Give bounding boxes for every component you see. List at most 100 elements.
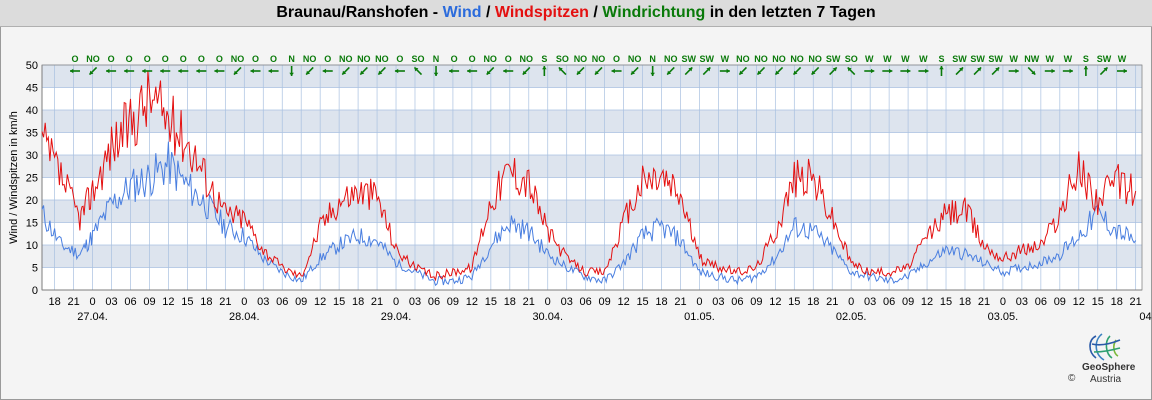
x-tick-label: 0 (393, 296, 399, 308)
x-tick-label: 18 (200, 296, 212, 308)
direction-label: SW (1097, 54, 1112, 64)
x-tick-label: 12 (617, 296, 629, 308)
x-tick-label: 15 (333, 296, 345, 308)
direction-arrowhead (289, 72, 294, 76)
x-tick-label: 06 (428, 296, 440, 308)
x-tick-label: 03 (409, 296, 421, 308)
x-tick-label: 09 (1054, 296, 1066, 308)
direction-label: SW (826, 54, 841, 64)
direction-arrowhead (449, 68, 453, 74)
direction-label: W (1064, 54, 1073, 64)
direction-label: N (649, 54, 656, 64)
direction-arrowhead (378, 70, 383, 75)
direction-arrowhead (486, 70, 491, 75)
direction-label: NO (628, 54, 642, 64)
direction-label: O (396, 54, 403, 64)
title-gust: Windspitzen (494, 4, 589, 21)
direction-arrowhead (793, 70, 798, 75)
direction-label: SW (682, 54, 697, 64)
direction-arrowhead (360, 70, 365, 75)
direction-label: S (1083, 54, 1089, 64)
direction-label: O (108, 54, 115, 64)
direction-arrowhead (907, 68, 911, 74)
x-tick-label: 06 (276, 296, 288, 308)
x-date-label: 27.04. (77, 311, 108, 323)
x-tick-label: 18 (352, 296, 364, 308)
direction-label: O (451, 54, 458, 64)
direction-arrowhead (977, 67, 982, 72)
direction-label: SO (845, 54, 858, 64)
direction-label: W (721, 54, 730, 64)
direction-arrowhead (832, 67, 837, 72)
direction-arrowhead (1015, 68, 1019, 74)
direction-label: SO (411, 54, 424, 64)
direction-label: NO (790, 54, 804, 64)
x-date-label: 01.05. (684, 311, 715, 323)
title-sep1: - (428, 4, 443, 21)
direction-arrowhead (870, 68, 875, 74)
x-tick-label: 0 (696, 296, 702, 308)
series-line-windspitzen (41, 70, 1137, 282)
direction-label: O (270, 54, 277, 64)
direction-arrowhead (233, 70, 238, 75)
direction-label: N (433, 54, 440, 64)
x-tick-label: 03 (1016, 296, 1028, 308)
direction-label: NO (592, 54, 606, 64)
y-tick-label: 5 (32, 263, 38, 275)
y-tick-label: 30 (26, 150, 38, 162)
direction-label: W (901, 54, 910, 64)
direction-arrowhead (939, 66, 944, 70)
direction-label: O (324, 54, 331, 64)
y-band (42, 245, 1142, 268)
direction-arrowhead (268, 68, 272, 74)
y-tick-label: 10 (26, 240, 38, 252)
direction-label: O (144, 54, 151, 64)
direction-arrowhead (160, 68, 164, 74)
x-tick-label: 18 (959, 296, 971, 308)
x-date-label: 28.04. (229, 311, 260, 323)
title-sep3: / (588, 4, 603, 21)
direction-arrowhead (667, 70, 672, 75)
direction-label: NO (736, 54, 750, 64)
direction-label: SW (970, 54, 985, 64)
x-tick-label: 15 (1092, 296, 1104, 308)
direction-arrowhead (522, 70, 527, 75)
x-tick-label: 12 (1073, 296, 1085, 308)
direction-label: NO (574, 54, 588, 64)
direction-arrowhead (1051, 68, 1055, 74)
direction-arrowhead (847, 67, 852, 72)
direction-label: NO (231, 54, 245, 64)
direction-arrowhead (214, 68, 218, 74)
geosphere-logo-icon (1089, 333, 1121, 361)
y-band (42, 110, 1142, 133)
direction-arrowhead (739, 70, 744, 75)
direction-arrowhead (306, 70, 311, 75)
direction-label: O (126, 54, 133, 64)
x-tick-label: 18 (1111, 296, 1123, 308)
title-tail: in den letzten 7 Tagen (705, 4, 876, 21)
x-tick-label: 03 (561, 296, 573, 308)
direction-arrowhead (611, 68, 615, 74)
direction-arrowhead (594, 70, 599, 75)
direction-arrowhead (89, 70, 94, 75)
direction-label: SO (556, 54, 569, 64)
direction-label: SW (700, 54, 715, 64)
x-tick-label: 09 (599, 296, 611, 308)
direction-arrowhead (414, 67, 419, 72)
direction-arrowhead (726, 68, 730, 74)
x-tick-label: 21 (978, 296, 990, 308)
x-tick-label: 21 (523, 296, 535, 308)
x-tick-label: 15 (181, 296, 193, 308)
title-station: Braunau/Ranshofen (276, 4, 429, 21)
plot-border (41, 64, 1143, 291)
title-wind: Wind (442, 4, 482, 21)
chart-title: Braunau/Ranshofen - Wind / Windspitzen /… (0, 0, 1152, 27)
x-tick-label: 15 (636, 296, 648, 308)
x-tick-label: 12 (769, 296, 781, 308)
direction-label: W (1009, 54, 1018, 64)
x-tick-label: 03 (864, 296, 876, 308)
direction-label: NO (664, 54, 678, 64)
direction-arrowhead (178, 68, 182, 74)
direction-label: O (216, 54, 223, 64)
x-tick-label: 09 (295, 296, 307, 308)
